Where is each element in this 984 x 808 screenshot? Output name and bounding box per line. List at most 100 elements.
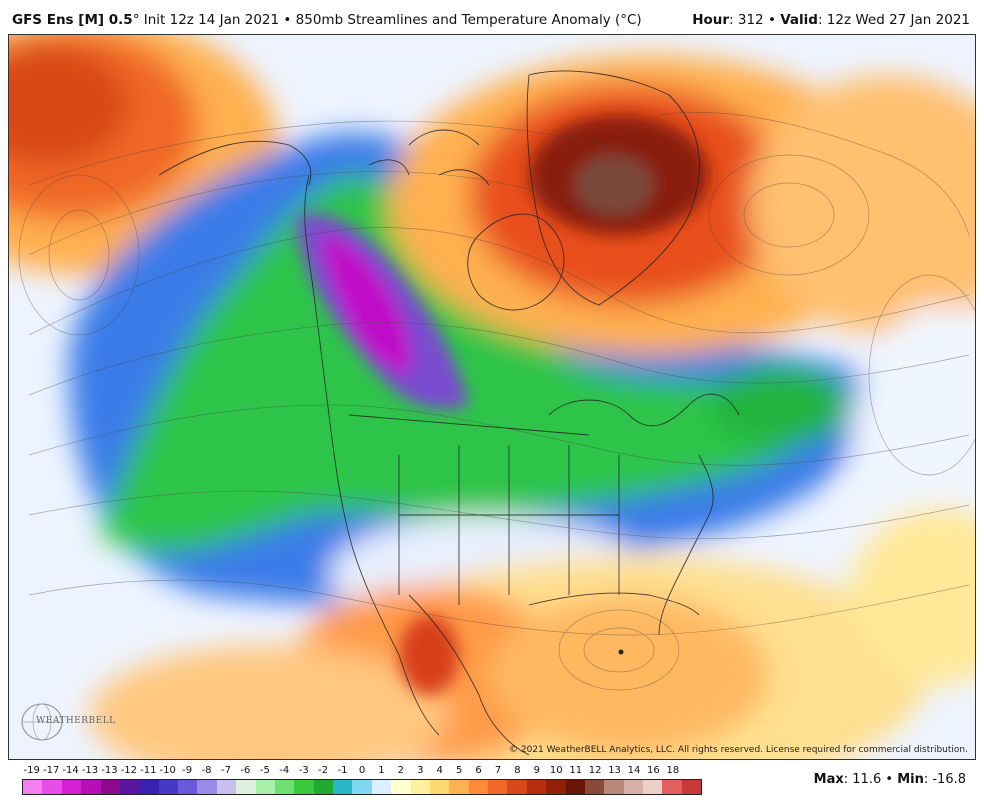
colorbar-tick-label: -14	[62, 765, 79, 776]
colorbar-tick-label: 0	[358, 765, 366, 776]
valid-value: : 12z Wed 27 Jan 2021	[817, 12, 970, 28]
colorbar-swatch	[313, 780, 333, 794]
colorbar: -19 -17 -14 -13 -13 -12 -11 -10 -9 -8 -7 -6 -5 -4 -3 -2…	[22, 765, 702, 795]
atlantic-warm-anomaly	[749, 75, 975, 335]
colorbar-tick-label: -17	[42, 765, 60, 776]
us-state-lines	[398, 445, 620, 605]
colorbar-swatch	[488, 780, 508, 794]
colorbar-swatch	[352, 780, 372, 794]
gulf-low-center	[618, 649, 624, 655]
colorbar-tick-label: -7	[221, 765, 231, 776]
streamline	[658, 112, 970, 236]
copyright-credit: © 2021 WeatherBELL Analytics, LLC. All r…	[509, 745, 968, 755]
colorbar-swatch	[158, 780, 178, 794]
colorbar-tick-label: -8	[201, 765, 212, 776]
colorbar-tick-label: -13	[101, 765, 118, 776]
colorbar-swatch	[100, 780, 120, 794]
colorbar-tick-label: 11	[569, 765, 583, 776]
atlantic-high-streamline	[868, 274, 975, 476]
colorbar-swatch	[23, 780, 43, 794]
canadian-archipelago	[368, 129, 490, 186]
colorbar-tick-label: -6	[240, 765, 251, 776]
hour-value: : 312	[729, 12, 764, 28]
streamline	[28, 171, 610, 256]
colorbar-swatch	[449, 780, 469, 794]
colorbar-tick-label: -12	[120, 765, 138, 776]
colorbar-swatch	[42, 780, 62, 794]
valid-time-header: Hour: 312 • Valid: 12z Wed 27 Jan 2021	[692, 12, 970, 28]
atlantic-gyre-streamline	[708, 154, 870, 276]
east-coastline	[658, 454, 714, 636]
colorbar-swatch	[119, 780, 140, 794]
colorbar-tick-label: -13	[81, 765, 99, 776]
colorbar-swatch	[178, 780, 198, 794]
colorbar-tick-label: -3	[298, 765, 309, 776]
colorbar-tick-label: -1	[337, 765, 348, 776]
west-coastline	[304, 174, 440, 736]
colorbar-tick-label: -9	[182, 765, 193, 776]
streamline	[28, 120, 610, 186]
map-panel	[8, 34, 976, 760]
logo-text: WEATHERBELL	[36, 716, 116, 726]
logo-globe-icon	[21, 703, 63, 741]
colorbar-tick-label: 3	[417, 765, 424, 776]
colorbar-swatch	[643, 780, 663, 794]
field-name: 850mb Streamlines and Temperature Anomal…	[295, 12, 642, 28]
max-min-readout: Max: 11.6 • Min: -16.8	[814, 772, 966, 787]
colorbar-tick-label: -19	[23, 765, 40, 776]
streamlines	[18, 112, 975, 691]
colorbar-swatches	[22, 779, 702, 795]
colorbar-swatch	[216, 780, 237, 794]
colorbar-tick-label: 6	[475, 765, 482, 776]
colorbar-swatch	[507, 780, 527, 794]
colorbar-swatch	[61, 780, 82, 794]
atlantic-gyre-streamline	[743, 182, 835, 248]
hudson-bay-outline	[467, 213, 565, 311]
model-name: GFS Ens [M] 0.5	[12, 12, 133, 28]
great-lakes-outline	[548, 393, 740, 427]
colorbar-swatch	[681, 780, 702, 794]
valid-bullet: •	[767, 12, 776, 28]
gulf-warm-anomaly	[489, 595, 769, 755]
colorbar-swatch	[410, 780, 430, 794]
temperature-anomaly-map	[9, 35, 975, 759]
colorbar-tick-label: -2	[318, 765, 329, 776]
min-label: Min	[897, 772, 924, 787]
colorbar-tick-label: 2	[397, 765, 405, 776]
degree-sign: °	[132, 12, 140, 28]
colorbar-swatch	[565, 780, 585, 794]
colorbar-tick-label: 18	[666, 765, 680, 776]
colorbar-swatch	[294, 780, 314, 794]
colorbar-tick-label: 14	[627, 765, 641, 776]
colorbar-tick-label: 16	[647, 765, 660, 776]
colorbar-swatch	[604, 780, 624, 794]
colorbar-swatch	[371, 780, 392, 794]
coastlines-and-borders	[158, 70, 740, 756]
streamline	[28, 404, 970, 466]
atlantic-cold-anomaly	[709, 365, 849, 445]
colorbar-tick-label: 4	[436, 765, 443, 776]
gulf-coastline	[528, 592, 700, 616]
mexico-red-core	[399, 615, 459, 695]
min-value: : -16.8	[923, 772, 966, 787]
south-atlantic-warm	[849, 505, 975, 685]
streamline	[28, 490, 970, 540]
streamline	[28, 579, 970, 636]
alaska-coastline	[158, 140, 312, 186]
colorbar-swatch	[81, 780, 101, 794]
cold-magenta-core	[319, 235, 411, 375]
streamline	[28, 227, 970, 336]
colorbar-tick-label: 13	[608, 765, 621, 776]
gulf-low-streamline	[558, 609, 680, 691]
colorbar-tick-label: 5	[455, 765, 463, 776]
greenland-max-core	[574, 155, 654, 215]
colorbar-swatch	[197, 780, 217, 794]
greenland-coastline	[526, 70, 700, 306]
max-value: : 11.6	[843, 772, 882, 787]
colorbar-tick-label: -4	[279, 765, 290, 776]
colorbar-swatch	[546, 780, 566, 794]
colorbar-swatch	[662, 780, 682, 794]
colorbar-tick-label: 1	[378, 765, 385, 776]
streamline	[28, 322, 970, 396]
colorbar-swatch	[333, 780, 353, 794]
